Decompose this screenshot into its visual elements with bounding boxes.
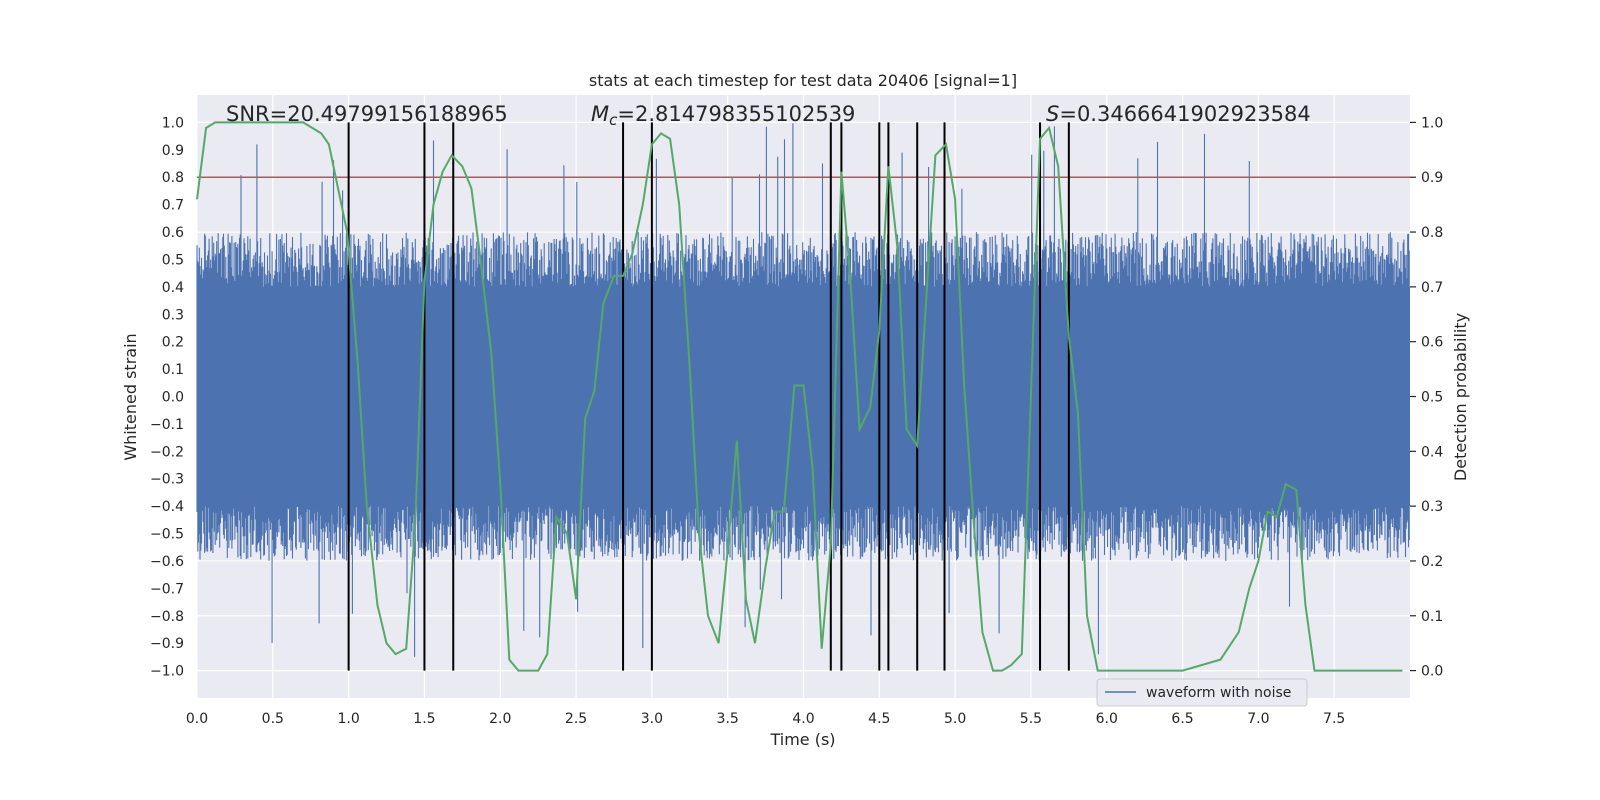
y-right-tick-label: 0.8 <box>1421 225 1443 241</box>
legend: waveform with noise <box>1096 678 1308 707</box>
y-left-tick-label: −0.9 <box>150 636 184 652</box>
y-left-tick-label: −0.4 <box>150 499 184 515</box>
x-tick-label: 4.5 <box>868 711 890 727</box>
y-right-tick-label: 1.0 <box>1421 115 1443 131</box>
spin-annotation: S=0.3466641902923584 <box>1046 102 1311 126</box>
chart-title: stats at each timestep for test data 204… <box>589 71 1017 90</box>
spin-value: =0.3466641902923584 <box>1059 102 1310 126</box>
x-tick-label: 3.5 <box>717 711 739 727</box>
y-left-tick-label: −0.3 <box>150 472 184 488</box>
y-left-tick-label: 0.7 <box>162 198 184 214</box>
chirp-mass-annotation: Mc=2.814798355102539 <box>591 102 855 129</box>
probability-line <box>196 121 1403 672</box>
waveform-line <box>196 123 1410 657</box>
y-right-tick-label: 0.7 <box>1421 280 1443 296</box>
x-axis-ticks: 0.0 0.5 1.0 1.5 2.0 2.5 3.0 3.5 4.0 4.5 5.0 5.5 6.0 6… <box>186 711 1345 727</box>
y-left-tick-label: 0.3 <box>162 307 184 323</box>
x-axis-label: Time (s) <box>769 730 835 749</box>
y-left-tick-label: 0.5 <box>162 252 184 268</box>
y-right-tick-label: 0.3 <box>1421 499 1443 515</box>
y-left-tick-label: −0.8 <box>150 609 184 625</box>
x-tick-label: 2.0 <box>489 711 511 727</box>
y-left-tick-label: −1.0 <box>150 664 184 680</box>
legend-box <box>1096 678 1308 707</box>
y-left-tick-label: 0.2 <box>162 335 184 351</box>
y-left-tick-label: −0.2 <box>150 444 184 460</box>
y-right-tick-label: 0.1 <box>1421 609 1443 625</box>
y-right-tick-label: 0.4 <box>1421 444 1443 460</box>
x-tick-label: 4.0 <box>792 711 814 727</box>
y-right-tick-label: 0.9 <box>1421 170 1443 186</box>
waveform-series <box>196 123 1410 657</box>
chirp-mass-symbol: M <box>591 102 609 126</box>
y-left-tick-label: 1.0 <box>162 115 184 131</box>
y-left-tick-label: −0.1 <box>150 417 184 433</box>
x-tick-label: 7.0 <box>1247 711 1269 727</box>
x-tick-label: 0.0 <box>186 711 208 727</box>
y-right-tick-label: 0.2 <box>1421 554 1443 570</box>
probability-series <box>196 121 1403 672</box>
x-tick-label: 2.5 <box>565 711 587 727</box>
x-tick-label: 7.5 <box>1323 711 1345 727</box>
x-tick-label: 1.0 <box>337 711 359 727</box>
y-left-tick-label: 0.8 <box>162 170 184 186</box>
y-left-tick-label: 0.0 <box>162 390 184 406</box>
y-left-tick-label: 0.9 <box>162 143 184 159</box>
y-left-tick-label: −0.5 <box>150 527 184 543</box>
x-tick-label: 6.5 <box>1171 711 1193 727</box>
y-axis-right-label: Detection probability <box>1451 313 1470 481</box>
y-left-tick-label: −0.7 <box>150 581 184 597</box>
x-tick-label: 3.0 <box>641 711 663 727</box>
spin-symbol: S <box>1046 102 1059 126</box>
y-axis-right-ticks: 1.0 0.9 0.8 0.7 0.6 0.5 0.4 0.3 0.2 0.1 0.0 <box>1410 115 1443 680</box>
y-right-tick-label: 0.0 <box>1421 664 1443 680</box>
x-tick-label: 5.5 <box>1020 711 1042 727</box>
snr-annotation: SNR=20.49799156188965 <box>226 102 508 126</box>
x-tick-label: 0.5 <box>262 711 284 727</box>
y-left-tick-label: −0.6 <box>150 554 184 570</box>
legend-label: waveform with noise <box>1146 685 1291 701</box>
y-left-tick-label: 0.1 <box>162 362 184 378</box>
x-tick-label: 1.5 <box>413 711 435 727</box>
y-axis-left-ticks: 1.0 0.9 0.8 0.7 0.6 0.5 0.4 0.3 0.2 0.1 0.0 −0.1 −0.… <box>150 115 184 679</box>
y-left-tick-label: 0.6 <box>162 225 184 241</box>
x-tick-label: 5.0 <box>944 711 966 727</box>
y-right-tick-label: 0.6 <box>1421 335 1443 351</box>
chirp-mass-value: =2.814798355102539 <box>617 102 855 126</box>
y-right-tick-label: 0.5 <box>1421 390 1443 406</box>
chirp-mass-subscript: c <box>609 111 618 129</box>
y-axis-left-label: Whitened strain <box>121 333 140 460</box>
x-tick-label: 6.0 <box>1096 711 1118 727</box>
y-left-tick-label: 0.4 <box>162 280 184 296</box>
event-lines <box>347 122 1070 671</box>
